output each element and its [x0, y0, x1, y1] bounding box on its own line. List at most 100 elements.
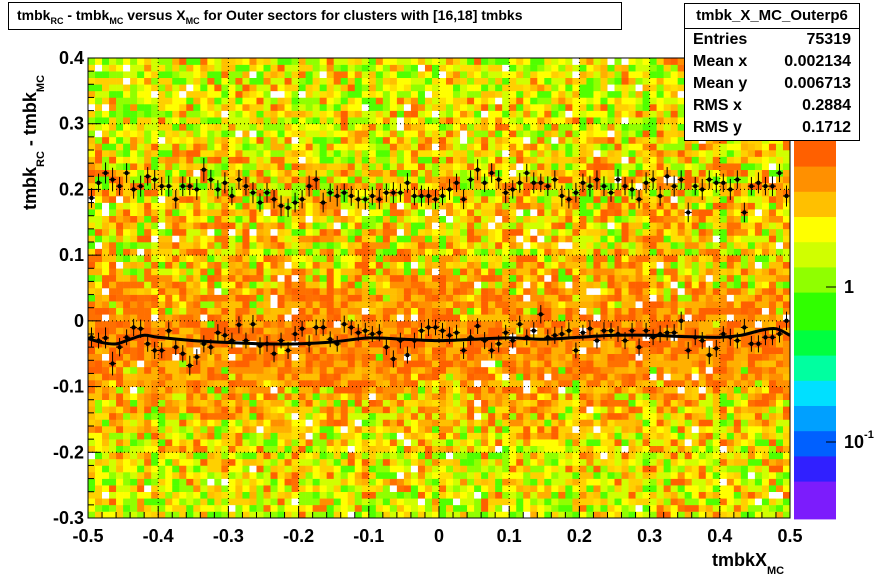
heatmap-cell: [361, 353, 370, 361]
heatmap-cell: [375, 452, 384, 460]
heatmap-cell: [382, 498, 391, 506]
heatmap-cell: [649, 281, 657, 289]
heatmap-cell: [235, 412, 243, 420]
heatmap-cell: [158, 281, 166, 289]
heatmap-cell: [509, 386, 517, 394]
heatmap-cell: [214, 235, 222, 243]
heatmap-cell: [186, 274, 194, 282]
heatmap-cell: [768, 347, 777, 355]
heatmap-cell: [123, 478, 131, 486]
heatmap-cell: [305, 445, 313, 453]
heatmap-cell: [109, 491, 117, 499]
heatmap-cell: [460, 281, 468, 289]
heatmap-cell: [375, 426, 384, 433]
heatmap-cell: [179, 511, 187, 519]
heatmap-cell: [516, 491, 524, 499]
heatmap-cell: [109, 485, 117, 493]
heatmap-cell: [179, 498, 187, 506]
heatmap-cell: [621, 301, 629, 309]
heatmap-cell: [614, 268, 622, 276]
heatmap-cell: [670, 274, 678, 282]
heatmap-cell: [642, 274, 650, 282]
heatmap-cell: [221, 445, 229, 453]
heatmap-cell: [200, 360, 208, 368]
heatmap-cell: [235, 478, 243, 486]
heatmap-cell: [782, 353, 791, 361]
heatmap-cell: [460, 432, 468, 440]
heatmap-cell: [530, 399, 538, 407]
heatmap-cell: [565, 426, 573, 433]
heatmap-cell: [712, 202, 721, 210]
heatmap-cell: [768, 209, 777, 217]
heatmap-cell: [733, 189, 742, 197]
heatmap-cell: [214, 380, 222, 387]
heatmap-cell: [207, 255, 215, 263]
heatmap-cell: [298, 393, 306, 401]
heatmap-cell: [417, 248, 426, 256]
heatmap-cell: [642, 465, 650, 473]
heatmap-cell: [754, 360, 763, 368]
heatmap-cell: [439, 261, 447, 269]
heatmap-cell: [193, 472, 201, 479]
heatmap-cell: [642, 307, 650, 315]
heatmap-cell: [305, 360, 313, 368]
heatmap-cell: [649, 189, 657, 197]
heatmap-cell: [410, 504, 419, 512]
heatmap-cell: [530, 504, 538, 512]
heatmap-cell: [579, 485, 587, 493]
heatmap-cell: [263, 511, 271, 519]
heatmap-cell: [368, 380, 377, 387]
heatmap-cell: [691, 222, 700, 230]
heatmap-cell: [95, 406, 103, 414]
heatmap-cell: [600, 406, 608, 414]
heatmap-cell: [242, 274, 250, 282]
heatmap-cell: [747, 281, 756, 289]
heatmap-cell: [340, 288, 349, 295]
heatmap-cell: [635, 458, 643, 466]
heatmap-cell: [579, 215, 587, 223]
heatmap-cell: [298, 458, 306, 466]
heatmap-cell: [446, 511, 454, 519]
heatmap-cell: [558, 478, 566, 486]
heatmap-cell: [109, 261, 117, 269]
heatmap-cell: [747, 274, 756, 282]
heatmap-cell: [375, 209, 384, 217]
heatmap-cell: [558, 281, 566, 289]
heatmap-cell: [446, 314, 454, 322]
heatmap-cell: [754, 215, 763, 223]
heatmap-cell: [95, 202, 103, 210]
heatmap-cell: [389, 327, 398, 335]
heatmap-cell: [712, 242, 721, 249]
heatmap-cell: [656, 465, 664, 473]
heatmap-cell: [368, 235, 377, 243]
heatmap-cell: [228, 366, 236, 374]
heatmap-cell: [270, 294, 278, 302]
heatmap-cell: [249, 248, 257, 256]
heatmap-cell: [396, 228, 405, 236]
heatmap-cell: [635, 242, 643, 249]
heatmap-cell: [340, 406, 349, 414]
heatmap-cell: [726, 235, 735, 243]
heatmap-cell: [607, 472, 615, 479]
heatmap-cell: [158, 458, 166, 466]
heatmap-cell: [326, 314, 334, 322]
heatmap-cell: [179, 340, 187, 348]
heatmap-cell: [747, 255, 756, 263]
heatmap-cell: [116, 426, 124, 433]
heatmap-cell: [88, 445, 96, 453]
heatmap-cell: [424, 432, 433, 440]
heatmap-cell: [705, 294, 714, 302]
heatmap-cell: [263, 235, 271, 243]
heatmap-cell: [354, 248, 363, 256]
heatmap-cell: [165, 465, 173, 473]
heatmap-cell: [158, 386, 166, 394]
heatmap-cell: [649, 458, 657, 466]
heatmap-cell: [88, 248, 96, 256]
heatmap-cell: [221, 465, 229, 473]
heatmap-cell: [453, 373, 461, 381]
heatmap-cell: [607, 353, 615, 361]
heatmap-cell: [502, 426, 510, 433]
heatmap-cell: [270, 248, 278, 256]
heatmap-cell: [228, 327, 236, 335]
heatmap-cell: [270, 452, 278, 460]
